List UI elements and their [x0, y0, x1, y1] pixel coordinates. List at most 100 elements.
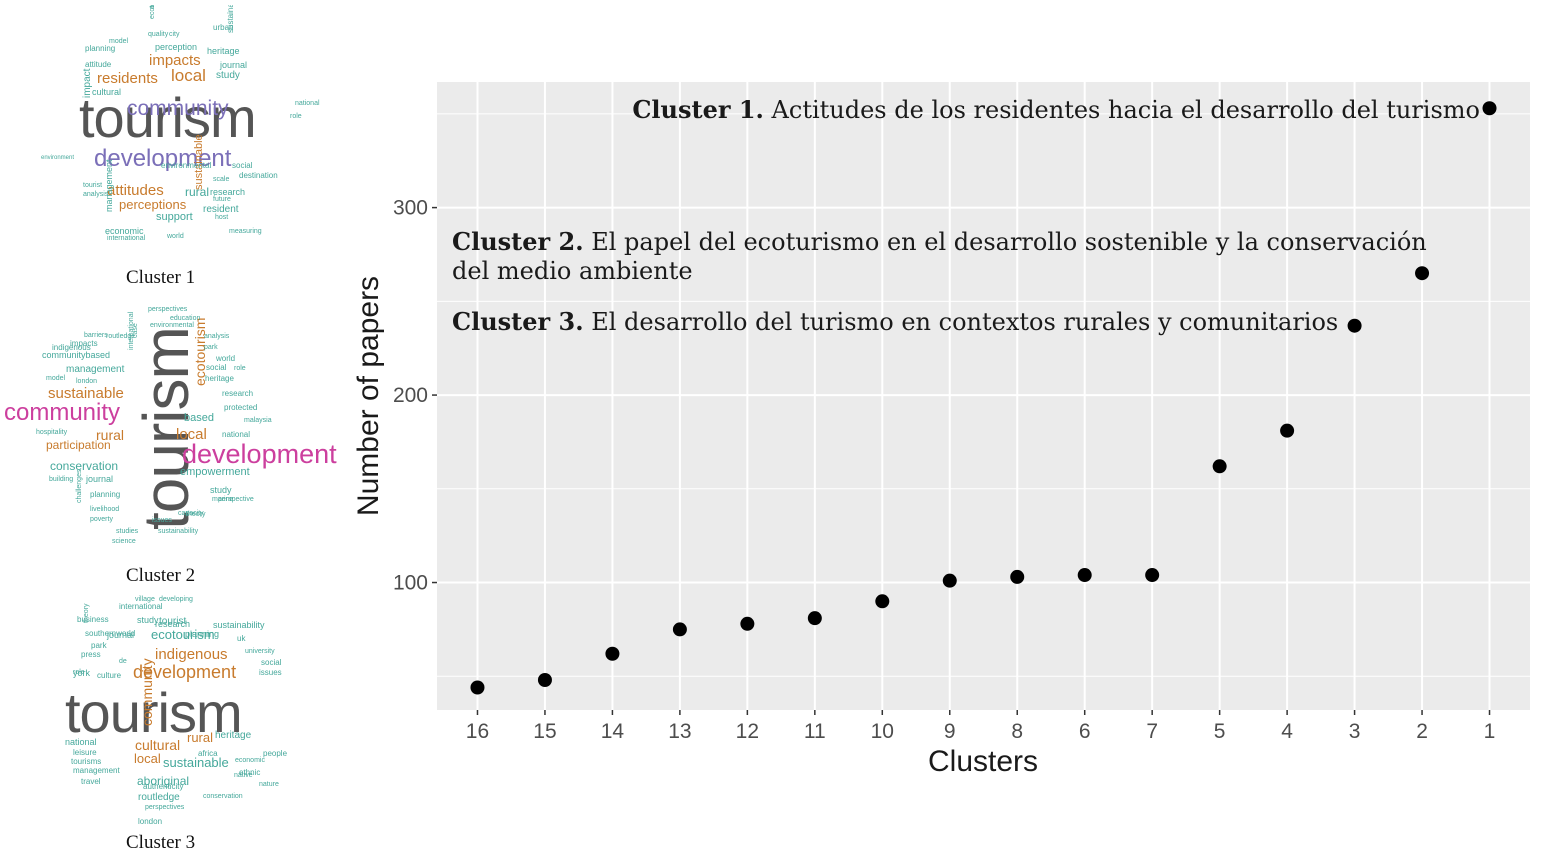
cloud-word: research — [210, 187, 246, 197]
cloud-word: analysis — [83, 191, 109, 198]
cloud-word: role — [73, 669, 85, 676]
cloud-word: routledge — [138, 792, 180, 803]
x-tick-label: 15 — [533, 720, 556, 743]
cloud-word: analysis — [204, 333, 230, 340]
cloud-word: destination — [239, 171, 278, 180]
cloud-word: case — [132, 323, 139, 338]
cloud-word: protected — [224, 403, 258, 412]
cloud-word: local — [171, 66, 206, 85]
cloud-word: study — [137, 615, 159, 625]
cloud-word: studies — [116, 528, 139, 535]
cloud-word: communitybased — [42, 350, 111, 360]
x-tick-label: 1 — [1484, 720, 1496, 743]
cloud-word: study — [210, 485, 232, 495]
x-tick-label: 3 — [1349, 720, 1361, 743]
cloud-word: scale — [213, 176, 230, 183]
cloud-word: authenticity — [143, 782, 184, 791]
cloud-word: attitude — [85, 60, 112, 69]
cloud-word: model — [46, 375, 66, 382]
cloud-word: empowerment — [180, 466, 250, 478]
cloud-word: role — [234, 365, 246, 372]
cloud-word: routledge — [106, 333, 136, 340]
cloud-word: development — [94, 145, 232, 172]
scatter-chart: 100 200 300 16 15 14 13 12 11 10 9 8 6 7 5 4 3 2 1 Cluster… — [352, 82, 1530, 778]
cloud-word: ethnic — [239, 768, 261, 777]
cloud-word: university — [245, 648, 275, 655]
cloud-word: building — [49, 476, 74, 483]
cloud-word: aboriginal — [137, 774, 190, 788]
cloud-word: impacts — [149, 52, 201, 69]
data-point-cluster-9 — [942, 573, 957, 588]
cloud-word: economic — [105, 226, 144, 236]
cloud-word: perspective — [218, 496, 254, 503]
x-tick-label: 4 — [1281, 720, 1293, 743]
y-axis-title: Number of papers — [352, 276, 385, 516]
cloud-word: local — [176, 426, 207, 443]
cloud-word: native — [234, 772, 253, 779]
cloud-word: planning — [90, 490, 121, 499]
x-axis-title: Clusters — [928, 745, 1038, 778]
cloud-word: de — [119, 658, 127, 665]
cloud-word: resident — [203, 204, 239, 215]
cloud-word: culture — [97, 671, 122, 680]
cloud-word: journal — [86, 474, 114, 484]
cloud-word: quality — [148, 31, 169, 38]
word-cloud-2: tourism development community sustainable ec… — [0, 300, 340, 550]
cloud-word: national — [222, 430, 251, 439]
data-point-cluster-5 — [1212, 459, 1227, 474]
y-tick-label: 100 — [393, 572, 428, 595]
cloud-word: science — [112, 538, 136, 545]
axis-ticks: 100 200 300 16 15 14 13 12 11 10 9 8 6 7 5 4 3 2 1 — [393, 197, 1495, 743]
cloud-word: tourist — [83, 182, 103, 189]
cloud-word: press — [81, 650, 101, 659]
x-tick-label: 6 — [1079, 720, 1091, 743]
cloud-word: heritage — [205, 374, 234, 383]
x-tick-label: 2 — [1416, 720, 1428, 743]
cloud-word: york — [73, 668, 91, 678]
cloud-word: livelihood — [90, 506, 120, 513]
x-tick-label: 10 — [871, 720, 894, 743]
data-point-cluster-15 — [537, 673, 552, 688]
cloud-word: park — [91, 641, 107, 650]
data-point-cluster-10 — [875, 594, 890, 609]
cloud-word: poverty — [90, 516, 113, 523]
cloud-word: park — [204, 344, 218, 351]
cloud-word: social — [261, 658, 282, 667]
cloud-word: national — [295, 100, 320, 107]
cloud-word: leisure — [73, 748, 97, 757]
cloud-word: management — [73, 766, 120, 775]
cloud-word: city — [169, 31, 180, 38]
data-point-cluster-1 — [1482, 101, 1497, 116]
cloud-word: research — [222, 389, 254, 398]
cloud-word: model — [109, 38, 129, 45]
word-cloud-3-caption: Cluster 3 — [126, 832, 196, 853]
cloud-word: issues — [152, 517, 172, 524]
x-tick-label: 16 — [466, 720, 489, 743]
cloud-word: perception — [155, 42, 198, 52]
cloud-word: environmental — [161, 161, 212, 170]
cloud-word: world — [216, 354, 236, 363]
cloud-word: management — [104, 159, 114, 212]
x-tick-label: 12 — [736, 720, 759, 743]
cloud-word: planning — [185, 629, 220, 639]
word-cloud-2-caption: Cluster 2 — [126, 565, 196, 586]
cloud-word: community — [139, 658, 155, 726]
cloud-word: uk — [237, 634, 246, 643]
cloud-word: development — [133, 662, 237, 682]
x-tick-label: 8 — [1011, 720, 1023, 743]
cloud-word: journal — [220, 60, 248, 70]
cloud-word: environmental — [150, 322, 194, 329]
data-point-cluster-4 — [1280, 423, 1295, 438]
annotation-cluster-1: Cluster 1. Actitudes de los residentes h… — [632, 95, 1480, 124]
cloud-word: business — [77, 615, 109, 624]
annotation-cluster-3: Cluster 3. El desarrollo del turismo en … — [452, 307, 1338, 336]
cloud-word: tourism — [79, 86, 257, 149]
data-point-cluster-13 — [672, 622, 687, 637]
cloud-word: nature — [259, 781, 279, 788]
cloud-word: perspectives — [145, 804, 185, 811]
x-tick-label: 9 — [944, 720, 956, 743]
cloud-word: international — [107, 235, 146, 242]
cloud-word: measuring — [229, 228, 262, 235]
cloud-word: role — [290, 113, 302, 120]
cloud-word: management — [66, 364, 125, 375]
